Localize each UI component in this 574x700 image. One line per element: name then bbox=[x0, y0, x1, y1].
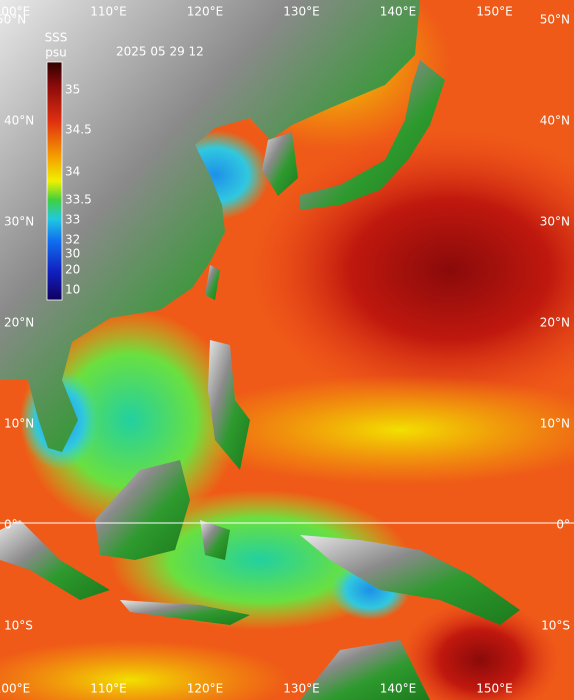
longitude-label: 110°E bbox=[90, 682, 127, 696]
land bbox=[0, 0, 520, 700]
longitude-label: 100°E bbox=[0, 682, 30, 696]
ocean-field bbox=[0, 640, 290, 700]
colorbar bbox=[46, 61, 63, 301]
longitude-label: 150°E bbox=[476, 5, 513, 19]
colorbar-unit: psu bbox=[45, 46, 66, 60]
latitude-label: 10°N bbox=[4, 417, 34, 431]
latitude-label: 40°N bbox=[4, 114, 34, 128]
longitude-label: 140°E bbox=[380, 5, 417, 19]
colorbar-tick-label: 10 bbox=[65, 283, 80, 297]
colorbar-tick-label: 35 bbox=[65, 83, 80, 97]
ocean-field bbox=[180, 375, 574, 485]
colorbar-tick-label: 32 bbox=[65, 233, 80, 247]
latitude-label: 10°S bbox=[4, 619, 33, 633]
latitude-label: 10°N bbox=[540, 417, 570, 431]
colorbar-tick-label: 34.5 bbox=[65, 123, 92, 137]
latitude-label: 50°N bbox=[0, 13, 26, 27]
latitude-label: 50°N bbox=[540, 13, 570, 27]
colorbar-tick-label: 30 bbox=[65, 247, 80, 261]
map-title: 2025 05 29 12 bbox=[116, 45, 204, 59]
colorbar-title: SSS bbox=[45, 31, 68, 45]
longitude-label: 100°E bbox=[0, 5, 30, 19]
latitude-label: 10°S bbox=[541, 619, 570, 633]
longitude-label: 140°E bbox=[380, 682, 417, 696]
longitude-label: 120°E bbox=[187, 5, 224, 19]
longitude-label: 150°E bbox=[476, 682, 513, 696]
latitude-label: 40°N bbox=[540, 114, 570, 128]
ocean-field bbox=[20, 310, 240, 530]
latitude-label: 30°N bbox=[540, 215, 570, 229]
ocean-field bbox=[400, 600, 560, 700]
latitude-label: 0° bbox=[4, 518, 18, 532]
latitude-label: 0° bbox=[556, 518, 570, 532]
colorbar-tick-label: 34 bbox=[65, 165, 80, 179]
latitude-label: 20°N bbox=[540, 316, 570, 330]
longitude-label: 120°E bbox=[187, 682, 224, 696]
latitude-label: 30°N bbox=[4, 215, 34, 229]
longitude-label: 130°E bbox=[283, 5, 320, 19]
colorbar-tick-label: 33 bbox=[65, 213, 80, 227]
colorbar-tick-label: 20 bbox=[65, 263, 80, 277]
colorbar-tick-label: 33.5 bbox=[65, 193, 92, 207]
longitude-label: 130°E bbox=[283, 682, 320, 696]
longitude-label: 110°E bbox=[90, 5, 127, 19]
latitude-label: 20°N bbox=[4, 316, 34, 330]
